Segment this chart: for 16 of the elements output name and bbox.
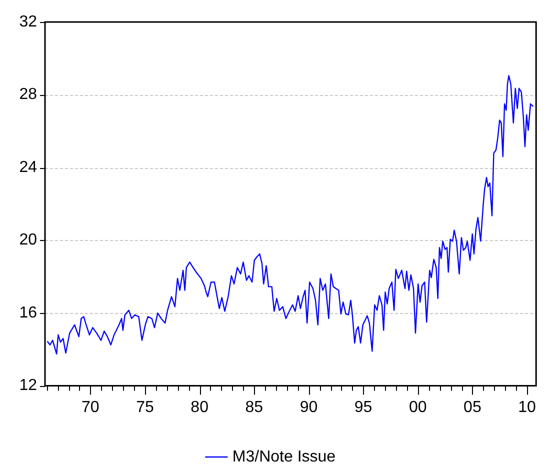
- x-tick-label: 95: [354, 398, 372, 416]
- x-tick-label: 10: [518, 398, 536, 416]
- y-tick-label: 12: [19, 377, 38, 394]
- x-tick-label: 90: [300, 398, 318, 416]
- y-tick-label: 32: [19, 13, 38, 30]
- y-tick-label: 24: [19, 158, 38, 176]
- y-tick-label: 16: [19, 304, 38, 322]
- y-tick-label: 28: [19, 86, 38, 104]
- y-tick-label: 20: [19, 232, 38, 249]
- x-tick-label: 80: [190, 398, 209, 416]
- x-tick-label: 00: [408, 398, 427, 416]
- x-tick-label: 85: [245, 398, 264, 416]
- x-tick-label: 75: [136, 398, 154, 416]
- legend-label: M3/Note Issue: [232, 448, 336, 466]
- x-tick-label: 05: [464, 398, 482, 416]
- x-tick-label: 70: [82, 398, 100, 416]
